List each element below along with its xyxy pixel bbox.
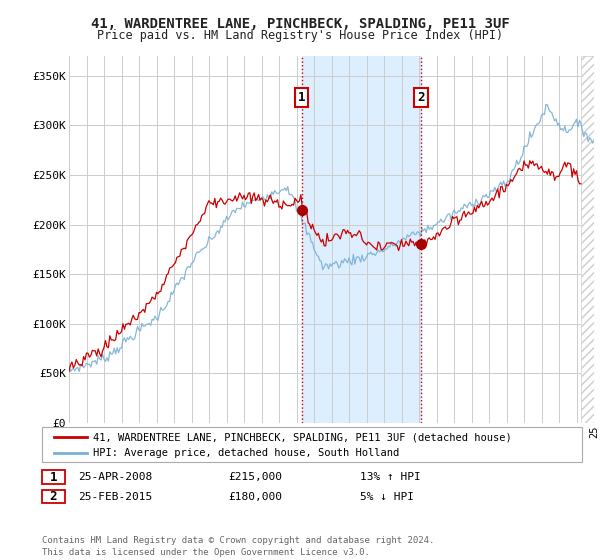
Bar: [302, 56, 421, 423]
Text: HPI: Average price, detached house, South Holland: HPI: Average price, detached house, Sout…: [93, 449, 399, 458]
Text: 13% ↑ HPI: 13% ↑ HPI: [360, 472, 421, 482]
Text: 25-APR-2008: 25-APR-2008: [78, 472, 152, 482]
Text: Contains HM Land Registry data © Crown copyright and database right 2024.
This d: Contains HM Land Registry data © Crown c…: [42, 536, 434, 557]
Text: 41, WARDENTREE LANE, PINCHBECK, SPALDING, PE11 3UF (detached house): 41, WARDENTREE LANE, PINCHBECK, SPALDING…: [93, 432, 512, 442]
Text: 1: 1: [298, 91, 305, 104]
Text: £215,000: £215,000: [228, 472, 282, 482]
Text: 41, WARDENTREE LANE, PINCHBECK, SPALDING, PE11 3UF: 41, WARDENTREE LANE, PINCHBECK, SPALDING…: [91, 17, 509, 31]
Text: 2: 2: [50, 490, 57, 503]
Text: £180,000: £180,000: [228, 492, 282, 502]
Bar: [581, 56, 594, 423]
Text: 1: 1: [50, 470, 57, 484]
Text: 25-FEB-2015: 25-FEB-2015: [78, 492, 152, 502]
Text: 5% ↓ HPI: 5% ↓ HPI: [360, 492, 414, 502]
Bar: [581, 56, 594, 423]
Text: Price paid vs. HM Land Registry's House Price Index (HPI): Price paid vs. HM Land Registry's House …: [97, 29, 503, 42]
Text: 2: 2: [418, 91, 425, 104]
